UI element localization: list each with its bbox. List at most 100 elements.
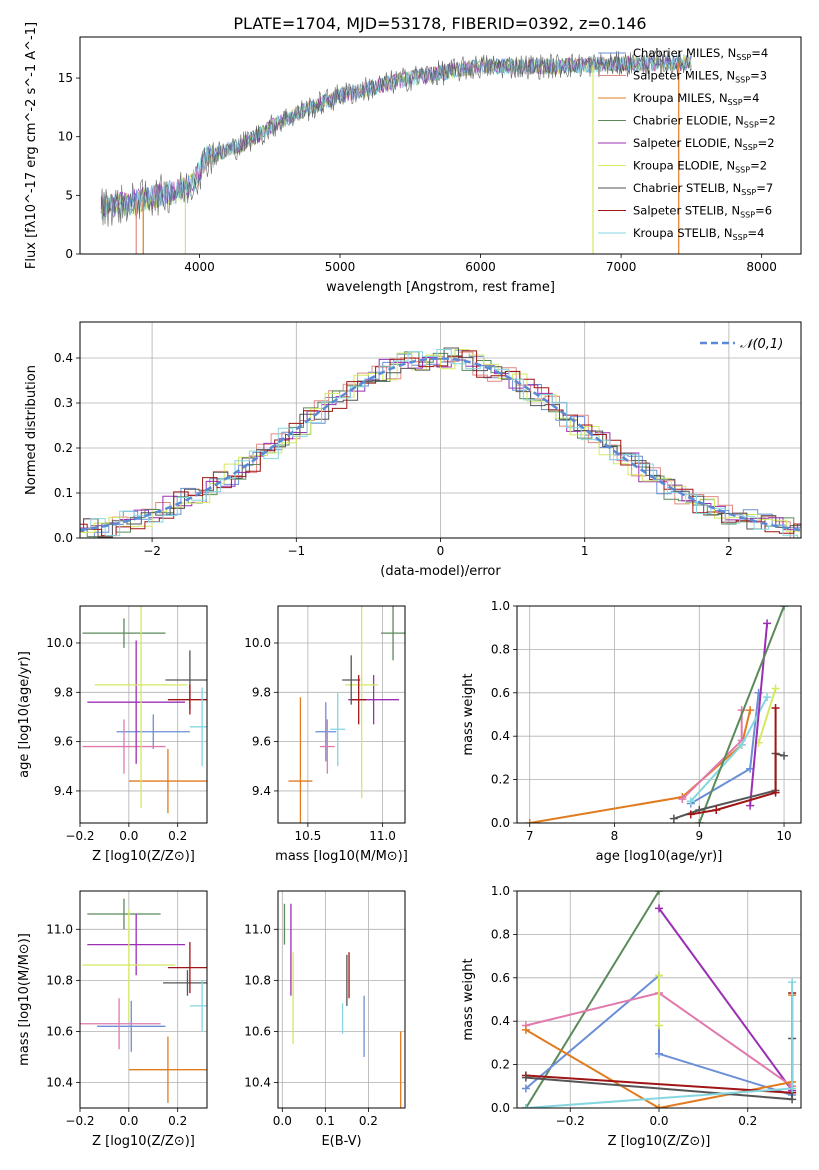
weight-marker bbox=[763, 693, 772, 702]
y-tick-label: 9.6 bbox=[54, 735, 73, 749]
x-tick-label: 0.0 bbox=[649, 1114, 668, 1128]
legend-value: =2 bbox=[759, 114, 776, 128]
weight-marker bbox=[737, 740, 746, 749]
y-tick-label: 0.0 bbox=[54, 531, 73, 545]
y-tick-label: 10.4 bbox=[244, 1075, 271, 1089]
legend-subscript: SSP bbox=[735, 76, 750, 85]
weight-marker bbox=[788, 1084, 797, 1093]
legend-entry: Chabrier STELIB, NSSP=7 bbox=[633, 181, 773, 197]
legend-entry: Chabrier ELODIE, NSSP=2 bbox=[633, 114, 776, 130]
weight-marker bbox=[695, 819, 704, 823]
x-tick-label: −1 bbox=[287, 544, 305, 558]
y-tick-label: 0.2 bbox=[54, 441, 73, 455]
x-axis-label: Z [log10(Z/Z⊙)] bbox=[608, 1134, 711, 1149]
weight-marker bbox=[771, 684, 780, 693]
weight-vs-age-plot-area bbox=[517, 606, 801, 823]
x-tick-label: 0.2 bbox=[738, 1114, 757, 1128]
x-tick-label: 11.0 bbox=[369, 829, 396, 843]
y-tick-label: 9.8 bbox=[252, 685, 271, 699]
y-tick-label: 9.4 bbox=[54, 784, 73, 798]
axes-frame bbox=[79, 605, 208, 824]
residuals-panel: −2 −1 0 1 2 0.0 0.1 0.2 0.3 0.4 (data-model)/error… bbox=[24, 321, 802, 579]
x-tick-label: 0.0 bbox=[273, 1114, 292, 1128]
spectrum-plot-area bbox=[100, 50, 692, 254]
x-axis-label: E(B-V) bbox=[321, 1134, 361, 1149]
legend-entry: Chabrier MILES, NSSP=4 bbox=[633, 46, 768, 62]
weight-marker bbox=[771, 703, 780, 712]
legend-subscript: SSP bbox=[728, 98, 743, 107]
x-tick-label: 0.1 bbox=[316, 1114, 335, 1128]
y-tick-label: 1.0 bbox=[491, 884, 510, 898]
y-tick-label: 0.2 bbox=[491, 1058, 510, 1072]
weight-marker bbox=[746, 706, 755, 715]
legend-subscript: SSP bbox=[736, 53, 751, 62]
y-tick-label: 15 bbox=[58, 71, 73, 85]
y-tick-label: 10.6 bbox=[244, 1024, 271, 1038]
legend-value: =3 bbox=[750, 69, 767, 83]
weight-line-s_elodie bbox=[658, 907, 793, 1092]
y-tick-label: 0.4 bbox=[491, 729, 510, 743]
x-tick-label: 0.0 bbox=[119, 829, 138, 843]
x-tick-label: 10 bbox=[776, 829, 791, 843]
y-tick-label: 10.8 bbox=[46, 973, 73, 987]
y-tick-label: 0.4 bbox=[491, 1014, 510, 1028]
histogram-k_elodie bbox=[80, 349, 801, 538]
y-tick-label: 0 bbox=[65, 247, 73, 261]
weight-marker bbox=[788, 978, 797, 987]
x-tick-label: 1 bbox=[581, 544, 589, 558]
y-tick-label: 10.0 bbox=[244, 636, 271, 650]
y-tick-label: 10.6 bbox=[46, 1024, 73, 1038]
residuals-plot-area bbox=[80, 322, 801, 538]
histogram-k_stelib bbox=[80, 349, 801, 538]
legend-subscript: SSP bbox=[735, 166, 750, 175]
x-axis-label: Z [log10(Z/Z⊙)] bbox=[92, 849, 195, 864]
x-tick-label: 7 bbox=[526, 829, 534, 843]
y-tick-label: 0.0 bbox=[491, 1101, 510, 1115]
weight-marker bbox=[655, 1021, 663, 1030]
weight-marker bbox=[771, 788, 780, 797]
mass-vs-Z-plot-area bbox=[80, 891, 207, 1108]
weight-line-s_elodie bbox=[749, 623, 769, 806]
x-tick-label: 9 bbox=[695, 829, 703, 843]
weight-vs-Z-panel: −0.2 0.0 0.2 0.0 0.2 0.4 0.6 0.8 1.0 Z [log10(Z/Z… bbox=[461, 884, 802, 1149]
y-tick-label: 10 bbox=[58, 130, 73, 144]
histogram-s_elodie bbox=[80, 357, 801, 531]
x-tick-label: 0.2 bbox=[168, 829, 187, 843]
x-tick-label: 5000 bbox=[325, 260, 356, 274]
y-tick-label: 0.8 bbox=[491, 642, 510, 656]
y-tick-label: 9.4 bbox=[252, 784, 271, 798]
y-tick-label: 10.4 bbox=[46, 1075, 73, 1089]
weight-line-c_stelib bbox=[673, 752, 785, 820]
weight-vs-Z-plot-area bbox=[517, 891, 801, 1108]
x-tick-label: 7000 bbox=[606, 260, 637, 274]
weight-marker bbox=[655, 1049, 663, 1058]
weight-marker bbox=[669, 814, 678, 823]
age-vs-mass-plot-area bbox=[278, 606, 405, 823]
y-tick-label: 0.3 bbox=[54, 396, 73, 410]
age-vs-mass-panel: 10.5 11.0 9.4 9.6 9.8 10.0 mass [log10(M/M⊙)] bbox=[244, 605, 408, 864]
axes-frame bbox=[516, 605, 802, 824]
weight-marker bbox=[686, 797, 695, 806]
weight-line-c_miles bbox=[690, 692, 760, 805]
legend-value: =6 bbox=[755, 204, 772, 218]
y-tick-label: 9.8 bbox=[54, 685, 73, 699]
legend-entry: Salpeter MILES, NSSP=3 bbox=[633, 69, 767, 85]
weight-line-s_stelib bbox=[690, 708, 777, 816]
weight-marker bbox=[521, 1025, 530, 1034]
y-tick-label: 1.0 bbox=[491, 599, 510, 613]
figure-title: PLATE=1704, MJD=53178, FIBERID=0392, z=0… bbox=[233, 14, 646, 33]
y-axis-label: mass weight bbox=[461, 673, 476, 755]
x-axis-label: (data-model)/error bbox=[380, 564, 501, 579]
y-axis-label: mass weight bbox=[461, 958, 476, 1040]
mass-vs-Z-panel: −0.2 0.0 0.2 10.4 10.6 10.8 11.0 Z [log10(Z/Z⊙)… bbox=[17, 890, 208, 1149]
axes-frame bbox=[79, 321, 802, 539]
histogram-s_miles bbox=[80, 351, 801, 538]
weight-marker bbox=[780, 606, 789, 610]
y-axis-label: Flux [fλ10^-17 erg cm^-2 s^-1 A^-1] bbox=[24, 22, 39, 269]
x-tick-label: 4000 bbox=[184, 260, 215, 274]
x-tick-label: 2 bbox=[725, 544, 733, 558]
y-tick-label: 11.0 bbox=[46, 922, 73, 936]
y-tick-label: 0.8 bbox=[491, 927, 510, 941]
y-tick-label: 0.6 bbox=[491, 971, 510, 985]
